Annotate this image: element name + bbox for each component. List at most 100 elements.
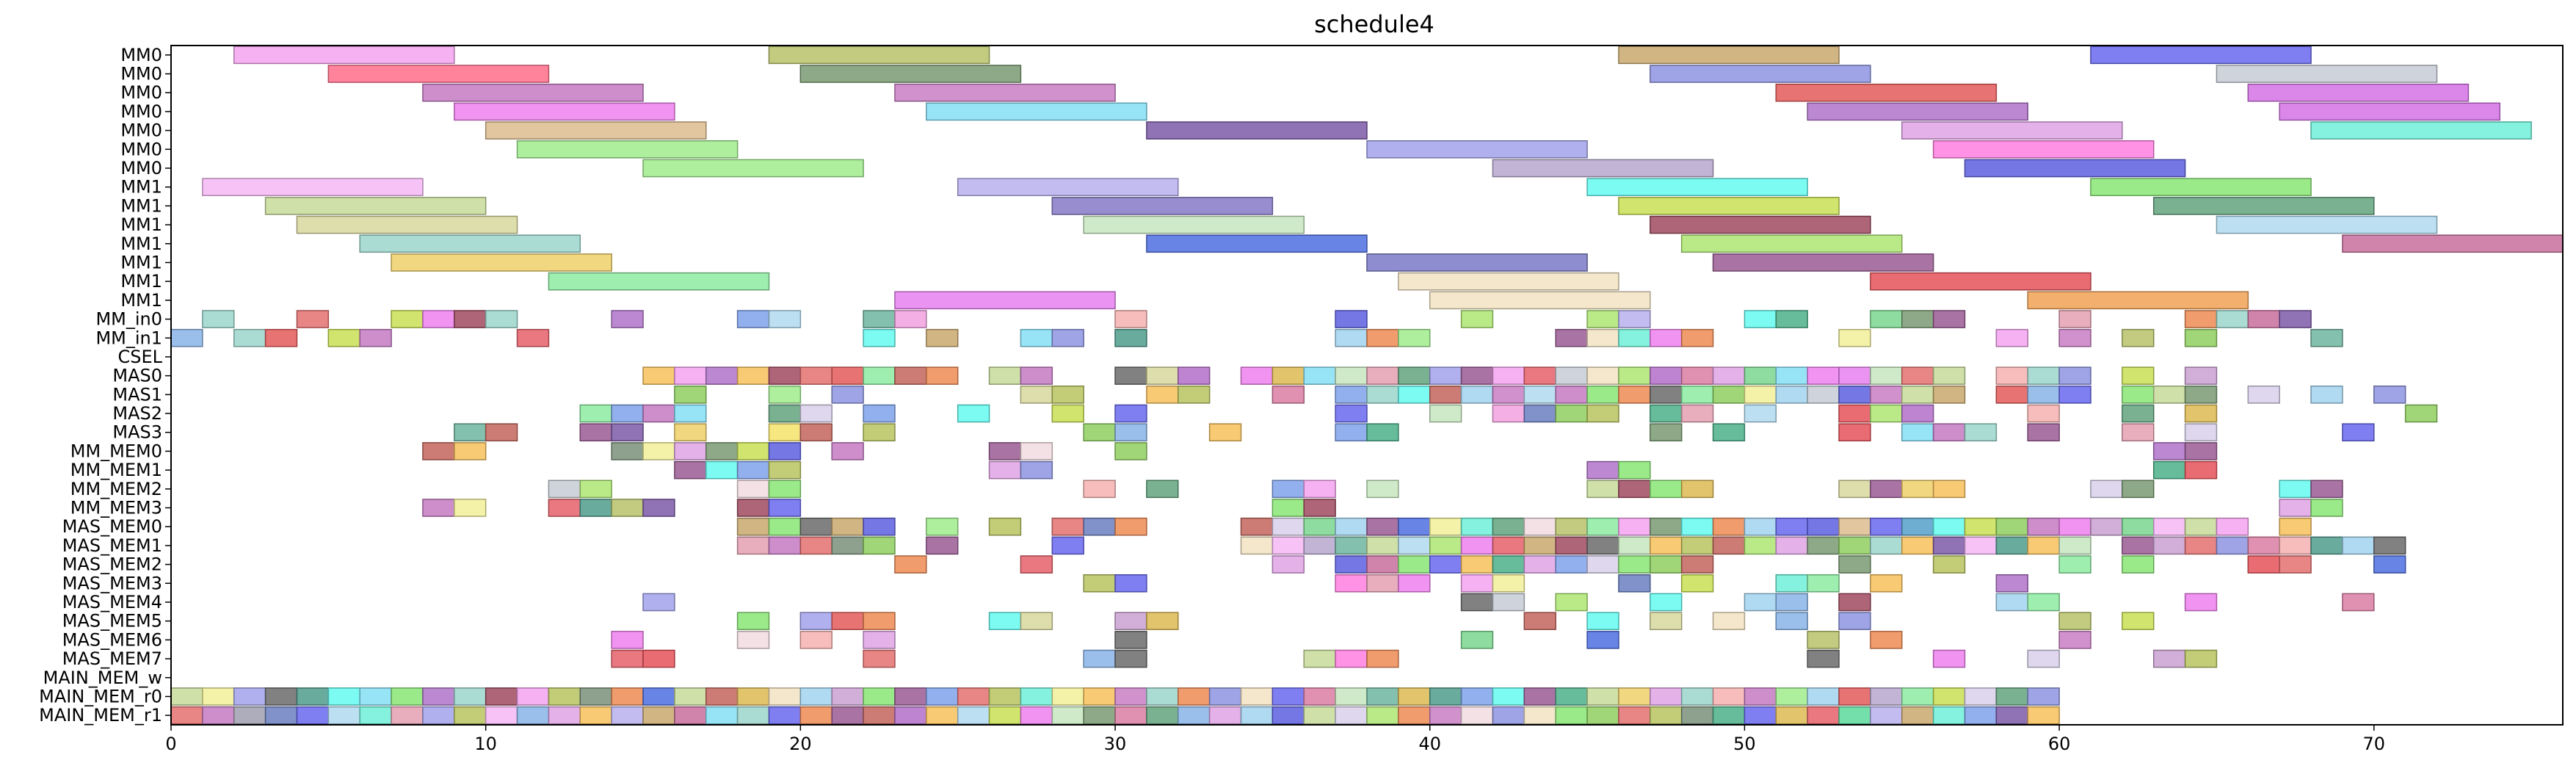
task-bar (957, 404, 990, 423)
task-bar (894, 83, 1116, 102)
task-bar (1870, 574, 1903, 593)
task-bar (799, 423, 832, 442)
task-bar (705, 687, 739, 706)
task-bar (1114, 574, 1147, 593)
task-bar (1146, 234, 1368, 253)
task-bar (926, 517, 959, 536)
task-bar (1020, 386, 1053, 404)
bars-layer (170, 46, 2564, 725)
task-bar (1995, 328, 2028, 347)
task-bar (1523, 366, 1556, 385)
task-bar (1650, 215, 1871, 234)
task-bar (1271, 517, 1305, 536)
task-bar (611, 310, 644, 328)
task-bar (926, 536, 959, 555)
task-bar (863, 649, 896, 668)
task-bar (611, 442, 644, 460)
task-bar (1838, 366, 1871, 385)
task-bar (327, 328, 360, 347)
task-bar (674, 423, 707, 442)
task-bar (548, 706, 581, 725)
task-bar (1618, 687, 1651, 706)
task-bar (1114, 706, 1147, 725)
task-bar (2279, 499, 2312, 517)
task-bar (894, 291, 1116, 310)
task-bar (202, 178, 424, 197)
task-bar (1838, 687, 1871, 706)
task-bar (1398, 366, 1431, 385)
task-bar (894, 687, 927, 706)
task-bar (1995, 687, 2028, 706)
task-bar (1838, 480, 1871, 499)
task-bar (988, 442, 1022, 460)
task-bar (1271, 386, 1305, 404)
task-bar (1650, 593, 1683, 612)
task-bar (863, 612, 896, 630)
task-bar (1492, 555, 1525, 574)
task-bar (391, 253, 612, 272)
task-bar (611, 687, 644, 706)
task-bar (2184, 536, 2218, 555)
task-bar (957, 706, 990, 725)
task-bar (1335, 328, 1368, 347)
task-bar (2027, 706, 2060, 725)
task-bar (1429, 517, 1462, 536)
task-bar (863, 404, 896, 423)
task-bar (1555, 366, 1588, 385)
task-bar (1618, 536, 1651, 555)
task-bar (768, 499, 802, 517)
task-bar (768, 366, 802, 385)
task-bar (516, 328, 550, 347)
task-bar (1650, 366, 1683, 385)
task-bar (1618, 517, 1651, 536)
task-bar (548, 480, 581, 499)
task-bar (422, 83, 644, 102)
task-bar (1555, 687, 1588, 706)
task-bar (1303, 499, 1336, 517)
task-bar (1932, 536, 1966, 555)
task-bar (1083, 649, 1116, 668)
chart-title: schedule4 (1314, 10, 1434, 38)
task-bar (1492, 404, 1525, 423)
task-bar (1398, 687, 1431, 706)
task-bar (1680, 536, 1714, 555)
task-bar (1366, 366, 1399, 385)
task-bar (1114, 631, 1147, 649)
task-bar (264, 328, 298, 347)
task-bar (1051, 404, 1084, 423)
task-bar (516, 687, 550, 706)
task-bar (1492, 593, 1525, 612)
task-bar (1901, 121, 2123, 140)
task-bar (1932, 706, 1966, 725)
row-label: MM1 (120, 234, 162, 254)
task-bar (1650, 706, 1683, 725)
task-bar (422, 687, 455, 706)
task-bar (1460, 706, 1494, 725)
task-bar (296, 310, 330, 328)
task-bar (1775, 366, 1808, 385)
task-bar (736, 706, 770, 725)
task-bar (1712, 253, 1934, 272)
task-bar (1650, 65, 1871, 83)
row-label: MM_MEM1 (70, 460, 162, 480)
task-bar (1366, 386, 1399, 404)
row-label: MM_in0 (95, 309, 162, 330)
task-bar (454, 687, 487, 706)
row-label: MAS_MEM3 (62, 573, 162, 593)
task-bar (863, 328, 896, 347)
task-bar (1870, 517, 1903, 536)
task-bar (485, 310, 518, 328)
task-bar (579, 706, 612, 725)
task-bar (1744, 517, 1777, 536)
task-bar (2404, 404, 2438, 423)
task-bar (1775, 706, 1808, 725)
task-bar (642, 593, 675, 612)
task-bar (1932, 140, 2155, 159)
task-bar (1838, 423, 1871, 442)
task-bar (642, 687, 675, 706)
task-bar (799, 612, 832, 630)
task-bar (1366, 328, 1399, 347)
row-label: MAS1 (112, 384, 162, 405)
task-bar (1335, 366, 1368, 385)
row-label: MAS2 (112, 403, 162, 424)
